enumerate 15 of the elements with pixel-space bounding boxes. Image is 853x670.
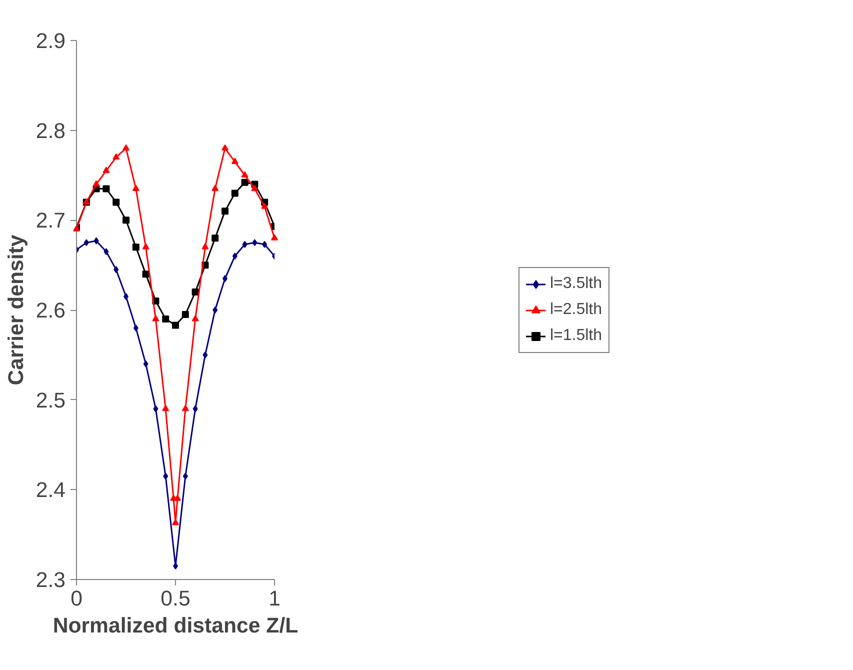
- x-tick-label: 0.5: [160, 586, 190, 610]
- x-tick-label: 1: [268, 586, 280, 610]
- y-axis-title: Carrier density: [4, 234, 28, 386]
- y-tick-label: 2.9: [36, 29, 66, 53]
- y-tick-label: 2.3: [36, 568, 66, 592]
- legend-label: l=1.5lth: [550, 326, 602, 344]
- x-axis-title: Normalized distance Z/L: [52, 614, 298, 638]
- legend-label: l=3.5lth: [550, 274, 602, 292]
- y-tick-label: 2.5: [36, 388, 66, 412]
- y-tick-label: 2.8: [36, 118, 66, 143]
- y-tick-label: 2.6: [36, 298, 66, 322]
- legend-label: l=2.5lth: [550, 300, 602, 318]
- y-tick-label: 2.7: [36, 208, 66, 233]
- x-tick-label: 0: [70, 586, 83, 610]
- y-tick-label: 2.4: [36, 478, 66, 502]
